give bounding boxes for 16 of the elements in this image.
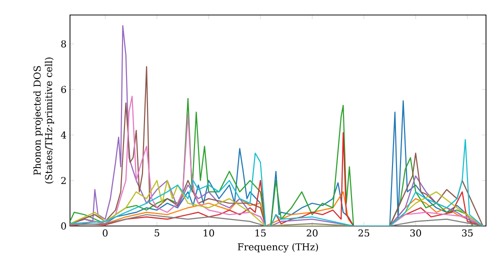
y-tick-label: 6 [61,86,66,94]
x-tick-label: 10 [204,229,214,237]
x-tick-label: 0 [102,229,108,237]
x-tick-label: 25 [358,229,370,237]
y-tick-label: 0 [61,222,66,230]
y-tick-label: 2 [61,176,66,184]
x-tick-label: 15 [256,229,266,237]
x-tick-label: 20 [306,229,318,237]
x-tick-label: 5 [154,229,160,236]
y-tick-label: 8 [61,40,66,48]
x-tick-label: 35 [462,229,473,237]
y-axis-title: Phonon projected DOS (States/THz·primitive cell) [33,58,54,184]
x-axis-title: Frequency (THz) [238,243,318,252]
y-tick-label: 4 [60,131,66,138]
x-tick-label: 30 [410,229,422,237]
line-series [70,180,484,226]
